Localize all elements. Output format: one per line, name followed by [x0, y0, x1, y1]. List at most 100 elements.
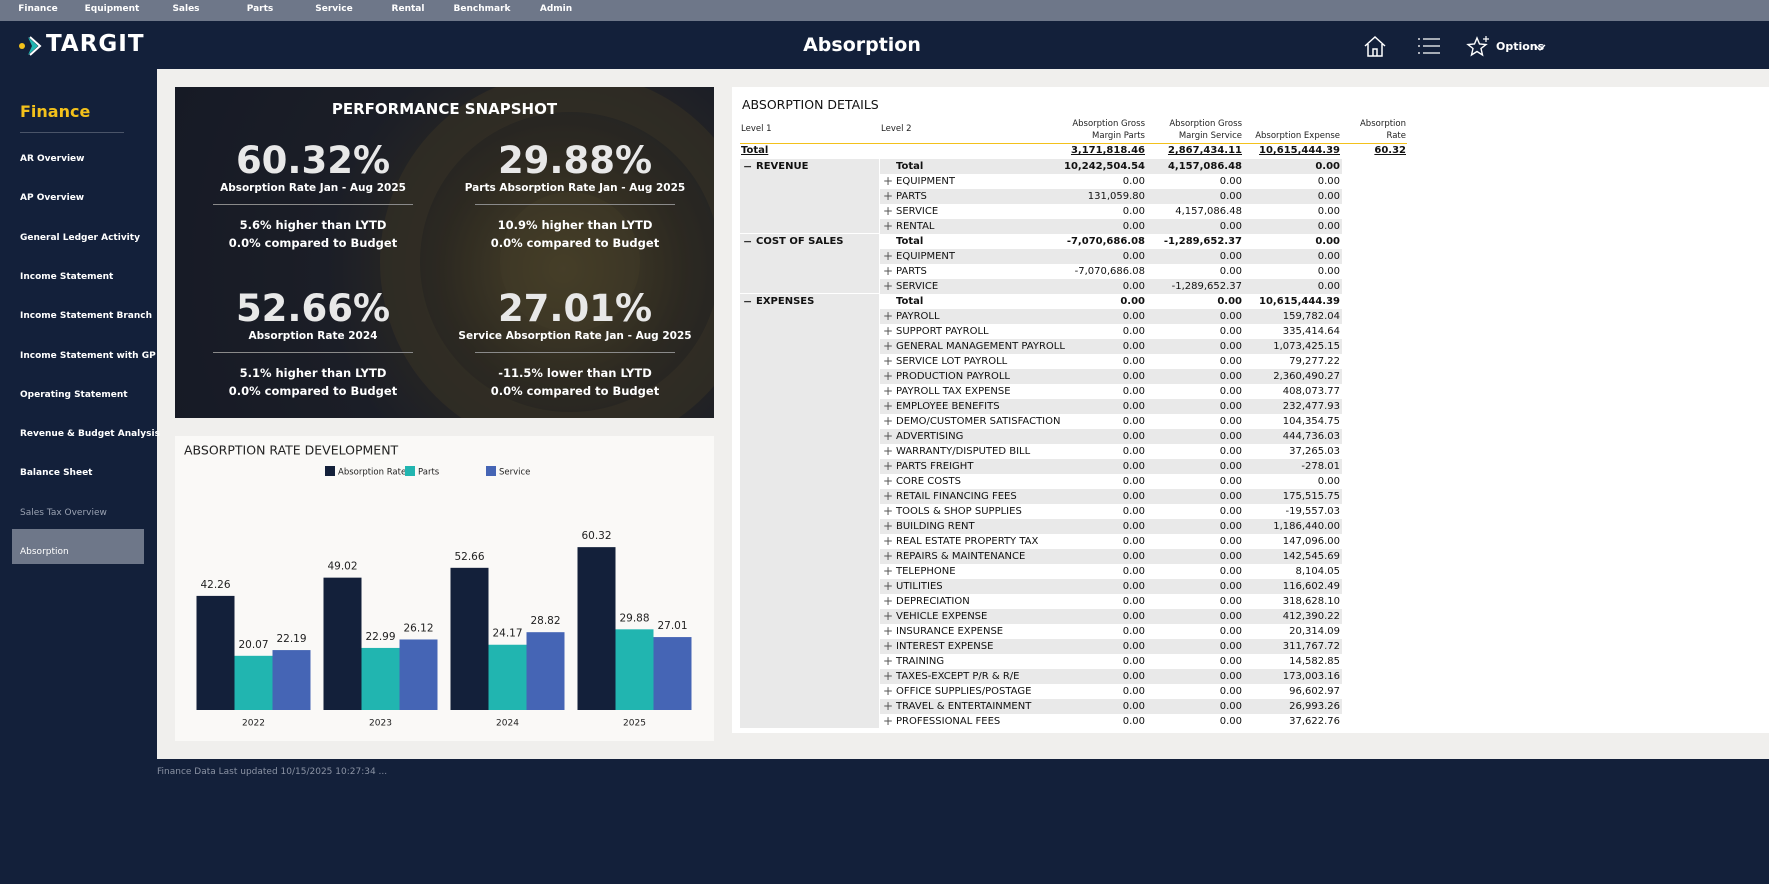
menu-item[interactable]: Balance Sheet	[20, 468, 93, 479]
expand-toggle[interactable]: +	[883, 249, 894, 263]
expand-toggle[interactable]: +	[883, 174, 894, 188]
expand-toggle[interactable]: +	[883, 384, 894, 398]
expand-toggle[interactable]: +	[883, 594, 894, 608]
cell-value: -7,070,686.08	[1074, 266, 1145, 277]
row-band	[880, 294, 1342, 309]
expand-toggle[interactable]: +	[883, 699, 894, 713]
expand-toggle[interactable]: +	[883, 489, 894, 503]
row-band	[880, 189, 1342, 204]
expand-toggle[interactable]: +	[883, 714, 894, 728]
chevron[interactable]	[1534, 44, 1546, 52]
menu-item[interactable]: Revenue & Budget Analysis	[20, 429, 160, 440]
header-rule	[740, 143, 1407, 144]
menu-item[interactable]: Operating Statement	[20, 389, 128, 400]
expand-toggle[interactable]: +	[883, 264, 894, 278]
expand-toggle[interactable]: +	[883, 279, 894, 293]
menu-item[interactable]: Income Statement with GP	[20, 350, 156, 361]
cell-value: 0.00	[1122, 536, 1145, 547]
kpi-comparison: 5.1% higher than LYTD	[239, 366, 387, 380]
expand-toggle[interactable]: +	[883, 414, 894, 428]
nav-item[interactable]: Benchmark	[453, 4, 511, 14]
cell-value: 0.00	[1219, 326, 1242, 337]
expand-toggle[interactable]: +	[883, 534, 894, 548]
column-header: Absorption Rate	[1359, 119, 1406, 141]
expand-toggle[interactable]: +	[883, 354, 894, 368]
expand-toggle[interactable]: +	[883, 429, 894, 443]
cell-value: 0.00	[1122, 581, 1145, 592]
nav-item[interactable]: Admin	[539, 4, 573, 14]
expand-toggle[interactable]: +	[883, 519, 894, 533]
expand-toggle[interactable]: +	[883, 399, 894, 413]
bar	[526, 632, 565, 710]
expand-toggle[interactable]: +	[883, 684, 894, 698]
cell-value: 0.00	[1122, 656, 1145, 667]
expand-toggle[interactable]: +	[883, 564, 894, 578]
row-band	[880, 339, 1342, 354]
menu-item[interactable]: AP Overview	[20, 193, 85, 204]
expand-toggle[interactable]: +	[883, 189, 894, 203]
cell-value: 4,157,086.48	[1167, 161, 1242, 172]
nav-item[interactable]: Service	[315, 4, 353, 14]
nav-item[interactable]: Parts	[246, 4, 274, 14]
cell-value: 37,622.76	[1289, 716, 1340, 727]
expand-toggle[interactable]: +	[883, 669, 894, 683]
nav-item[interactable]: Finance	[18, 4, 58, 14]
menu-item[interactable]: Absorption	[20, 547, 69, 557]
expand-toggle[interactable]: +	[883, 654, 894, 668]
menu-item[interactable]: Income Statement Branch	[20, 311, 152, 322]
kpi-comparison: 10.9% higher than LYTD	[497, 218, 653, 232]
logo: TARGIT	[46, 31, 145, 57]
kpi-value: 60.32%	[235, 139, 391, 182]
level2-label: TELEPHONE	[896, 566, 956, 577]
top-nav: Finance Equipment Sales Parts Service Rental B…	[0, 0, 1769, 21]
expand-toggle[interactable]: +	[883, 624, 894, 638]
collapse-toggle[interactable]: −	[743, 160, 753, 173]
cell-value: 37,265.03	[1289, 446, 1340, 457]
cell-value: 147,096.00	[1282, 536, 1340, 547]
collapse-toggle[interactable]: −	[743, 295, 753, 308]
home-icon[interactable]	[1362, 34, 1388, 58]
cell-value: 0.00	[1219, 521, 1242, 532]
expand-toggle[interactable]: +	[883, 324, 894, 338]
nav-item[interactable]: Rental	[391, 4, 425, 14]
collapse-toggle[interactable]: −	[743, 235, 753, 248]
nav-item[interactable]: Equipment	[84, 4, 140, 14]
expand-toggle[interactable]: +	[883, 369, 894, 383]
logo-mark	[19, 36, 42, 56]
expand-toggle[interactable]: +	[883, 549, 894, 563]
menu-item[interactable]: Sales Tax Overview	[20, 507, 107, 518]
cell-value: 0.00	[1122, 566, 1145, 577]
cell-value: 0.00	[1219, 686, 1242, 697]
expand-toggle[interactable]: +	[883, 579, 894, 593]
nav-item[interactable]: Sales	[172, 4, 200, 14]
expand-toggle[interactable]: +	[883, 219, 894, 233]
expand-toggle[interactable]: +	[883, 609, 894, 623]
row-band	[880, 534, 1342, 549]
level2-label: INTEREST EXPENSE	[896, 641, 994, 652]
options-icon[interactable]	[1466, 34, 1492, 60]
row-band	[880, 504, 1342, 519]
cell-value: 0.00	[1122, 701, 1145, 712]
menu-item[interactable]: AR Overview	[20, 154, 85, 164]
expand-toggle[interactable]: +	[883, 444, 894, 458]
options-button[interactable]: Options	[1496, 40, 1545, 53]
last-updated: Finance Data Last updated 10/15/2025 10:…	[157, 767, 388, 777]
expand-toggle[interactable]: +	[883, 204, 894, 218]
list-icon[interactable]	[1416, 35, 1442, 57]
menu-item[interactable]: General Ledger Activity	[20, 232, 140, 243]
expand-toggle[interactable]: +	[883, 459, 894, 473]
expand-toggle[interactable]: +	[883, 474, 894, 488]
cell-value: 0.00	[1122, 416, 1145, 427]
cell-value: 0.00	[1219, 641, 1242, 652]
expand-toggle[interactable]: +	[883, 309, 894, 323]
cell-value: 232,477.93	[1282, 401, 1340, 412]
cell-value: 1,073,425.15	[1273, 341, 1340, 352]
expand-toggle[interactable]: +	[883, 504, 894, 518]
legend-swatch	[486, 466, 496, 476]
expand-toggle[interactable]: +	[883, 339, 894, 353]
bar	[234, 655, 273, 710]
menu-item[interactable]: Income Statement	[20, 271, 114, 282]
expand-toggle[interactable]: +	[883, 639, 894, 653]
cell-value: -278.01	[1301, 461, 1340, 472]
bar	[488, 644, 527, 710]
